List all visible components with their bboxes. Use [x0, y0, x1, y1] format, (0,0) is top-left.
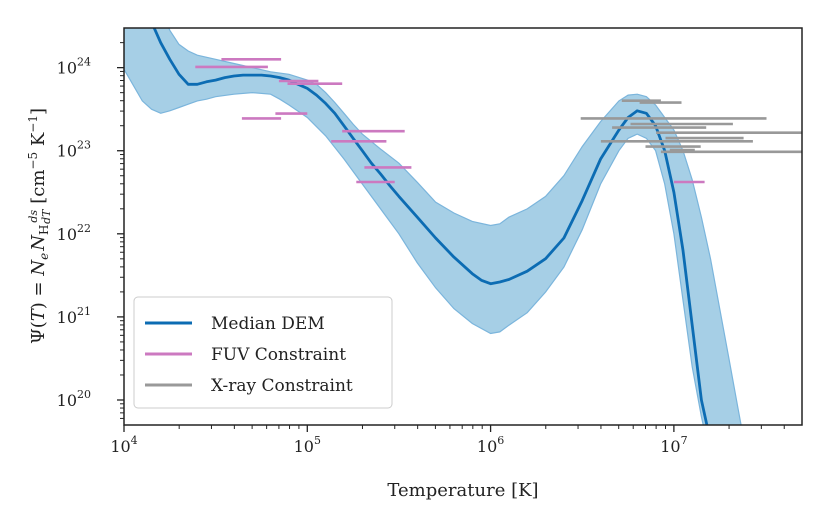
legend-label-median: Median DEM	[211, 314, 325, 334]
ylabel-frac-den: dT	[40, 208, 53, 224]
x-tick-label-0: 104	[110, 434, 137, 456]
legend-label-xray: X-ray Constraint	[211, 376, 353, 396]
ylabel-units-exp2: −1	[26, 115, 40, 133]
ylabel-units-K: K	[28, 132, 49, 152]
uncertainty-band-layer	[124, 28, 742, 425]
legend-label-fuv: FUV Constraint	[211, 345, 346, 365]
x-tick-label-1: 105	[294, 434, 321, 456]
y-axis-label: Ψ(T) = NeNHdsdT [cm−5 K−1]	[26, 108, 53, 344]
ylabel-Ne: N	[28, 259, 49, 277]
median-dem-layer	[152, 28, 709, 425]
ylabel-Ne-sub: e	[37, 253, 51, 260]
legend: Median DEM FUV Constraint X-ray Constrai…	[133, 296, 393, 409]
ylabel-frac-num: ds	[27, 210, 40, 223]
ylabel-units-close: ]	[28, 108, 49, 115]
x-axis-ticks: 104 105 106 107	[110, 425, 785, 456]
y-tick-label-1: 1021	[57, 305, 91, 327]
ylabel-lhs: Ψ(	[28, 321, 49, 344]
y-tick-label-3: 1023	[57, 139, 91, 161]
y-tick-label-4: 1024	[57, 56, 91, 78]
median-dem-line	[152, 28, 709, 425]
plot-frame	[123, 27, 803, 426]
fuv-constraints-layer	[195, 57, 705, 184]
ylabel-T: T	[28, 307, 49, 321]
ylabel-NH-sub: H	[37, 225, 51, 235]
y-tick-label-0: 1020	[57, 388, 91, 410]
x-tick-label-3: 107	[660, 434, 687, 456]
y-axis-ticks: 1020 1021 1022 1023 1024	[57, 42, 124, 419]
x-axis-label: Temperature [K]	[387, 480, 538, 501]
uncertainty-band	[124, 28, 742, 425]
ylabel-NH: N	[28, 234, 49, 252]
xray-constraints-layer	[580, 99, 802, 154]
legend-box	[133, 296, 393, 409]
ylabel-units-exp1: −5	[26, 152, 40, 170]
y-tick-label-2: 1022	[57, 222, 91, 244]
ylabel-units-open: [cm	[28, 170, 49, 210]
svg-text:Ψ(T) = NeNHdsdT [cm−5 K−1]: Ψ(T) = NeNHdsdT [cm−5 K−1]	[26, 108, 53, 344]
x-tick-label-2: 106	[477, 434, 504, 456]
ylabel-eq: ) =	[28, 276, 49, 310]
